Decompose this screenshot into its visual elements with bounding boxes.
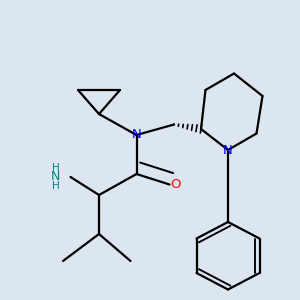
Text: N: N [51,170,60,184]
Text: N: N [132,128,141,142]
Text: H: H [52,163,59,173]
Text: O: O [170,178,181,191]
Text: H: H [52,181,59,191]
Text: N: N [223,143,233,157]
